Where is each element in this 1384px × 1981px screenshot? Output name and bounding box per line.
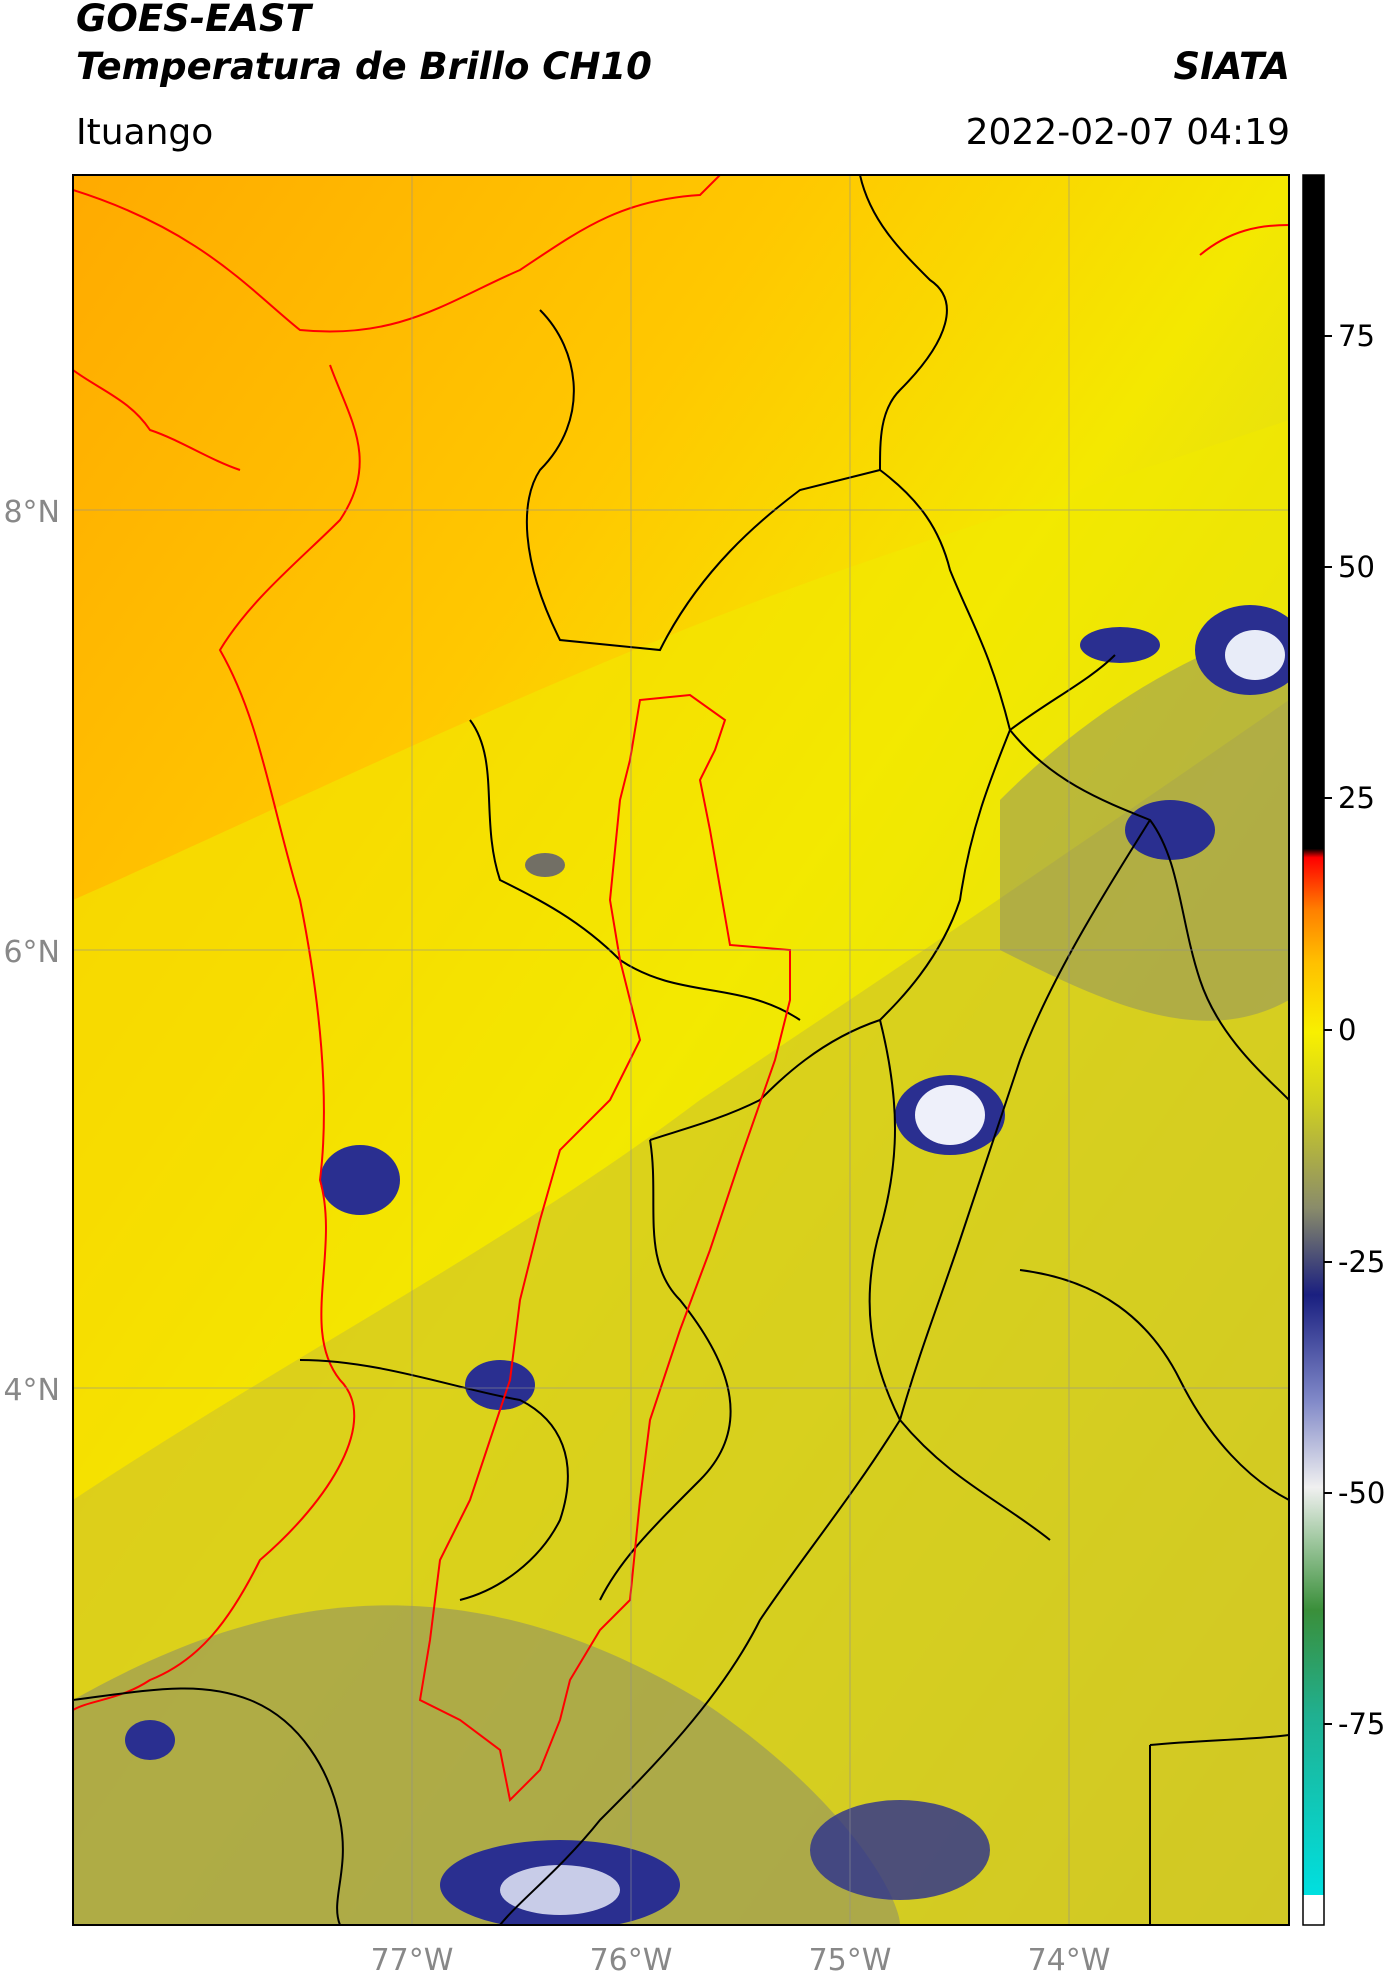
timestamp-label: 2022-02-07 04:19	[965, 112, 1290, 153]
lat-tick-8n: 8°N	[3, 495, 60, 530]
title-satellite: GOES-EAST	[76, 0, 311, 40]
colorbar-tick-labels: 75 50 25 0 -25 -50 -75	[1338, 319, 1384, 1741]
gridlines	[73, 175, 1289, 1925]
coastline	[73, 175, 1289, 1711]
lon-tick-77w: 77°W	[371, 1943, 454, 1978]
cb-label-0: 0	[1338, 1013, 1356, 1047]
cold-cloud-tops	[125, 605, 1289, 1925]
map-frame	[72, 174, 1290, 1926]
latitude-tick-labels: 8°N 6°N 4°N	[3, 495, 60, 1408]
cb-label-minus-75: -75	[1338, 1707, 1384, 1741]
lon-tick-74w: 74°W	[1028, 1943, 1111, 1978]
cb-label-minus-50: -50	[1338, 1476, 1384, 1510]
department-boundaries	[73, 175, 1289, 1925]
longitude-tick-labels: 77°W 76°W 75°W 74°W	[371, 1943, 1111, 1978]
cb-label-minus-25: -25	[1338, 1245, 1384, 1279]
lon-tick-76w: 76°W	[590, 1943, 673, 1978]
lat-tick-4n: 4°N	[3, 1373, 60, 1408]
lat-tick-6n: 6°N	[3, 935, 60, 970]
region-label: Ituango	[76, 112, 214, 153]
basin-outline	[418, 693, 791, 1803]
colorbar-ticks	[1324, 335, 1332, 1725]
cb-label-25: 25	[1338, 781, 1375, 815]
gray-cloud-southwest	[73, 1605, 900, 1925]
title-product: Temperatura de Brillo CH10	[76, 45, 652, 88]
lon-tick-75w: 75°W	[809, 1943, 892, 1978]
colorbar	[1302, 174, 1325, 1926]
cb-label-50: 50	[1338, 550, 1375, 584]
cb-label-75: 75	[1338, 319, 1375, 353]
credit-label: SIATA	[1173, 45, 1290, 88]
